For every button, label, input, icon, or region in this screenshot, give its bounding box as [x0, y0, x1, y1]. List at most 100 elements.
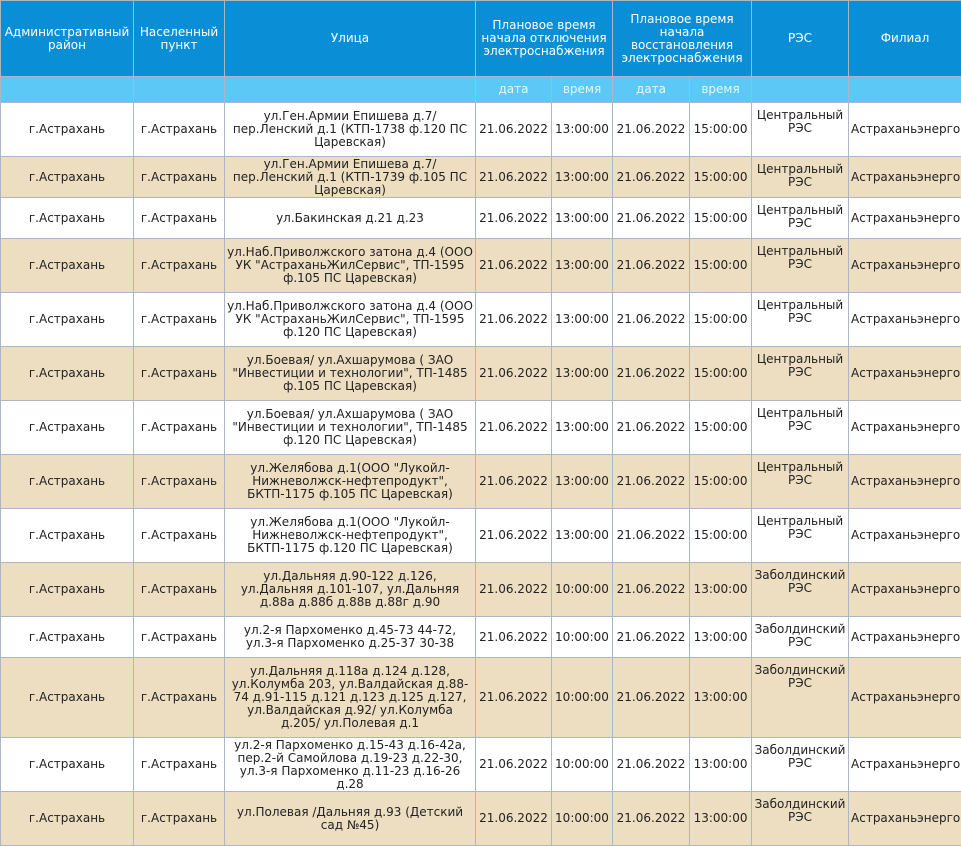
cell-off-date: 21.06.2022 [476, 455, 552, 509]
cell-on-date: 21.06.2022 [613, 347, 690, 401]
subheader-empty [225, 77, 476, 103]
cell-branch: Астраханьэнерго [849, 239, 961, 293]
cell-res: Центральный РЭС [752, 347, 849, 401]
cell-street: ул.Наб.Приволжского затона д.4 (ООО УК "… [225, 239, 476, 293]
cell-res: Заболдинский РЭС [752, 658, 849, 738]
cell-off-date: 21.06.2022 [476, 617, 552, 658]
cell-res: Центральный РЭС [752, 293, 849, 347]
cell-street: ул.Бакинская д.21 д.23 [225, 198, 476, 239]
cell-locality: г.Астрахань [134, 239, 225, 293]
cell-street: ул.Желябова д.1(ООО "Лукойл-Нижневолжск-… [225, 455, 476, 509]
cell-branch: Астраханьэнерго [849, 293, 961, 347]
cell-off-time: 13:00:00 [552, 293, 613, 347]
cell-on-time: 13:00:00 [690, 617, 752, 658]
header-street: Улица [225, 1, 476, 77]
cell-off-time: 13:00:00 [552, 157, 613, 198]
header-locality: Населенный пункт [134, 1, 225, 77]
cell-on-date: 21.06.2022 [613, 103, 690, 157]
cell-res: Центральный РЭС [752, 401, 849, 455]
cell-on-date: 21.06.2022 [613, 563, 690, 617]
subheader-empty [849, 77, 961, 103]
cell-street: ул.Ген.Армии Епишева д.7/пер.Ленский д.1… [225, 157, 476, 198]
cell-street: ул.Боевая/ ул.Ахшарумова ( ЗАО "Инвестиц… [225, 401, 476, 455]
cell-res: Центральный РЭС [752, 239, 849, 293]
cell-branch: Астраханьэнерго [849, 455, 961, 509]
cell-on-date: 21.06.2022 [613, 293, 690, 347]
cell-off-time: 13:00:00 [552, 103, 613, 157]
cell-locality: г.Астрахань [134, 792, 225, 846]
cell-locality: г.Астрахань [134, 617, 225, 658]
cell-on-date: 21.06.2022 [613, 509, 690, 563]
cell-on-time: 15:00:00 [690, 239, 752, 293]
cell-on-time: 15:00:00 [690, 103, 752, 157]
cell-district: г.Астрахань [1, 347, 134, 401]
cell-on-time: 15:00:00 [690, 455, 752, 509]
cell-off-date: 21.06.2022 [476, 563, 552, 617]
cell-street: ул.Полевая /Дальняя д.93 (Детский сад №4… [225, 792, 476, 846]
cell-off-date: 21.06.2022 [476, 103, 552, 157]
cell-branch: Астраханьэнерго [849, 347, 961, 401]
cell-locality: г.Астрахань [134, 198, 225, 239]
cell-locality: г.Астрахань [134, 103, 225, 157]
cell-locality: г.Астрахань [134, 157, 225, 198]
cell-district: г.Астрахань [1, 198, 134, 239]
cell-locality: г.Астрахань [134, 293, 225, 347]
cell-district: г.Астрахань [1, 103, 134, 157]
cell-district: г.Астрахань [1, 563, 134, 617]
cell-on-date: 21.06.2022 [613, 617, 690, 658]
cell-district: г.Астрахань [1, 455, 134, 509]
cell-on-date: 21.06.2022 [613, 239, 690, 293]
cell-on-time: 15:00:00 [690, 347, 752, 401]
header-off-time: Плановое время начала отключения электро… [476, 1, 613, 77]
cell-on-date: 21.06.2022 [613, 157, 690, 198]
cell-res: Заболдинский РЭС [752, 738, 849, 792]
cell-street: ул.Боевая/ ул.Ахшарумова ( ЗАО "Инвестиц… [225, 347, 476, 401]
cell-street: ул.Дальняя д.90-122 д.126, ул.Дальняя д.… [225, 563, 476, 617]
cell-district: г.Астрахань [1, 792, 134, 846]
cell-branch: Астраханьэнерго [849, 658, 961, 738]
cell-on-time: 15:00:00 [690, 198, 752, 239]
cell-off-date: 21.06.2022 [476, 347, 552, 401]
cell-res: Заболдинский РЭС [752, 792, 849, 846]
cell-branch: Астраханьэнерго [849, 617, 961, 658]
cell-branch: Астраханьэнерго [849, 738, 961, 792]
cell-street: ул.Желябова д.1(ООО "Лукойл-Нижневолжск-… [225, 509, 476, 563]
cell-res: Центральный РЭС [752, 198, 849, 239]
cell-street: ул.Наб.Приволжского затона д.4 (ООО УК "… [225, 293, 476, 347]
header-branch: Филиал [849, 1, 961, 77]
cell-on-date: 21.06.2022 [613, 455, 690, 509]
cell-branch: Астраханьэнерго [849, 198, 961, 239]
subheader-empty [134, 77, 225, 103]
cell-off-time: 13:00:00 [552, 239, 613, 293]
cell-branch: Астраханьэнерго [849, 157, 961, 198]
cell-district: г.Астрахань [1, 293, 134, 347]
cell-district: г.Астрахань [1, 239, 134, 293]
subheader-off-time: время [552, 77, 613, 103]
cell-off-date: 21.06.2022 [476, 401, 552, 455]
cell-on-time: 13:00:00 [690, 658, 752, 738]
cell-off-time: 10:00:00 [552, 658, 613, 738]
subheader-empty [1, 77, 134, 103]
cell-branch: Астраханьэнерго [849, 563, 961, 617]
cell-on-date: 21.06.2022 [613, 401, 690, 455]
header-district: Административный район [1, 1, 134, 77]
cell-locality: г.Астрахань [134, 401, 225, 455]
cell-off-date: 21.06.2022 [476, 792, 552, 846]
subheader-off-date: дата [476, 77, 552, 103]
cell-branch: Астраханьэнерго [849, 401, 961, 455]
cell-off-time: 13:00:00 [552, 401, 613, 455]
cell-district: г.Астрахань [1, 617, 134, 658]
cell-on-time: 13:00:00 [690, 792, 752, 846]
cell-branch: Астраханьэнерго [849, 509, 961, 563]
cell-off-date: 21.06.2022 [476, 509, 552, 563]
cell-on-date: 21.06.2022 [613, 658, 690, 738]
cell-locality: г.Астрахань [134, 738, 225, 792]
